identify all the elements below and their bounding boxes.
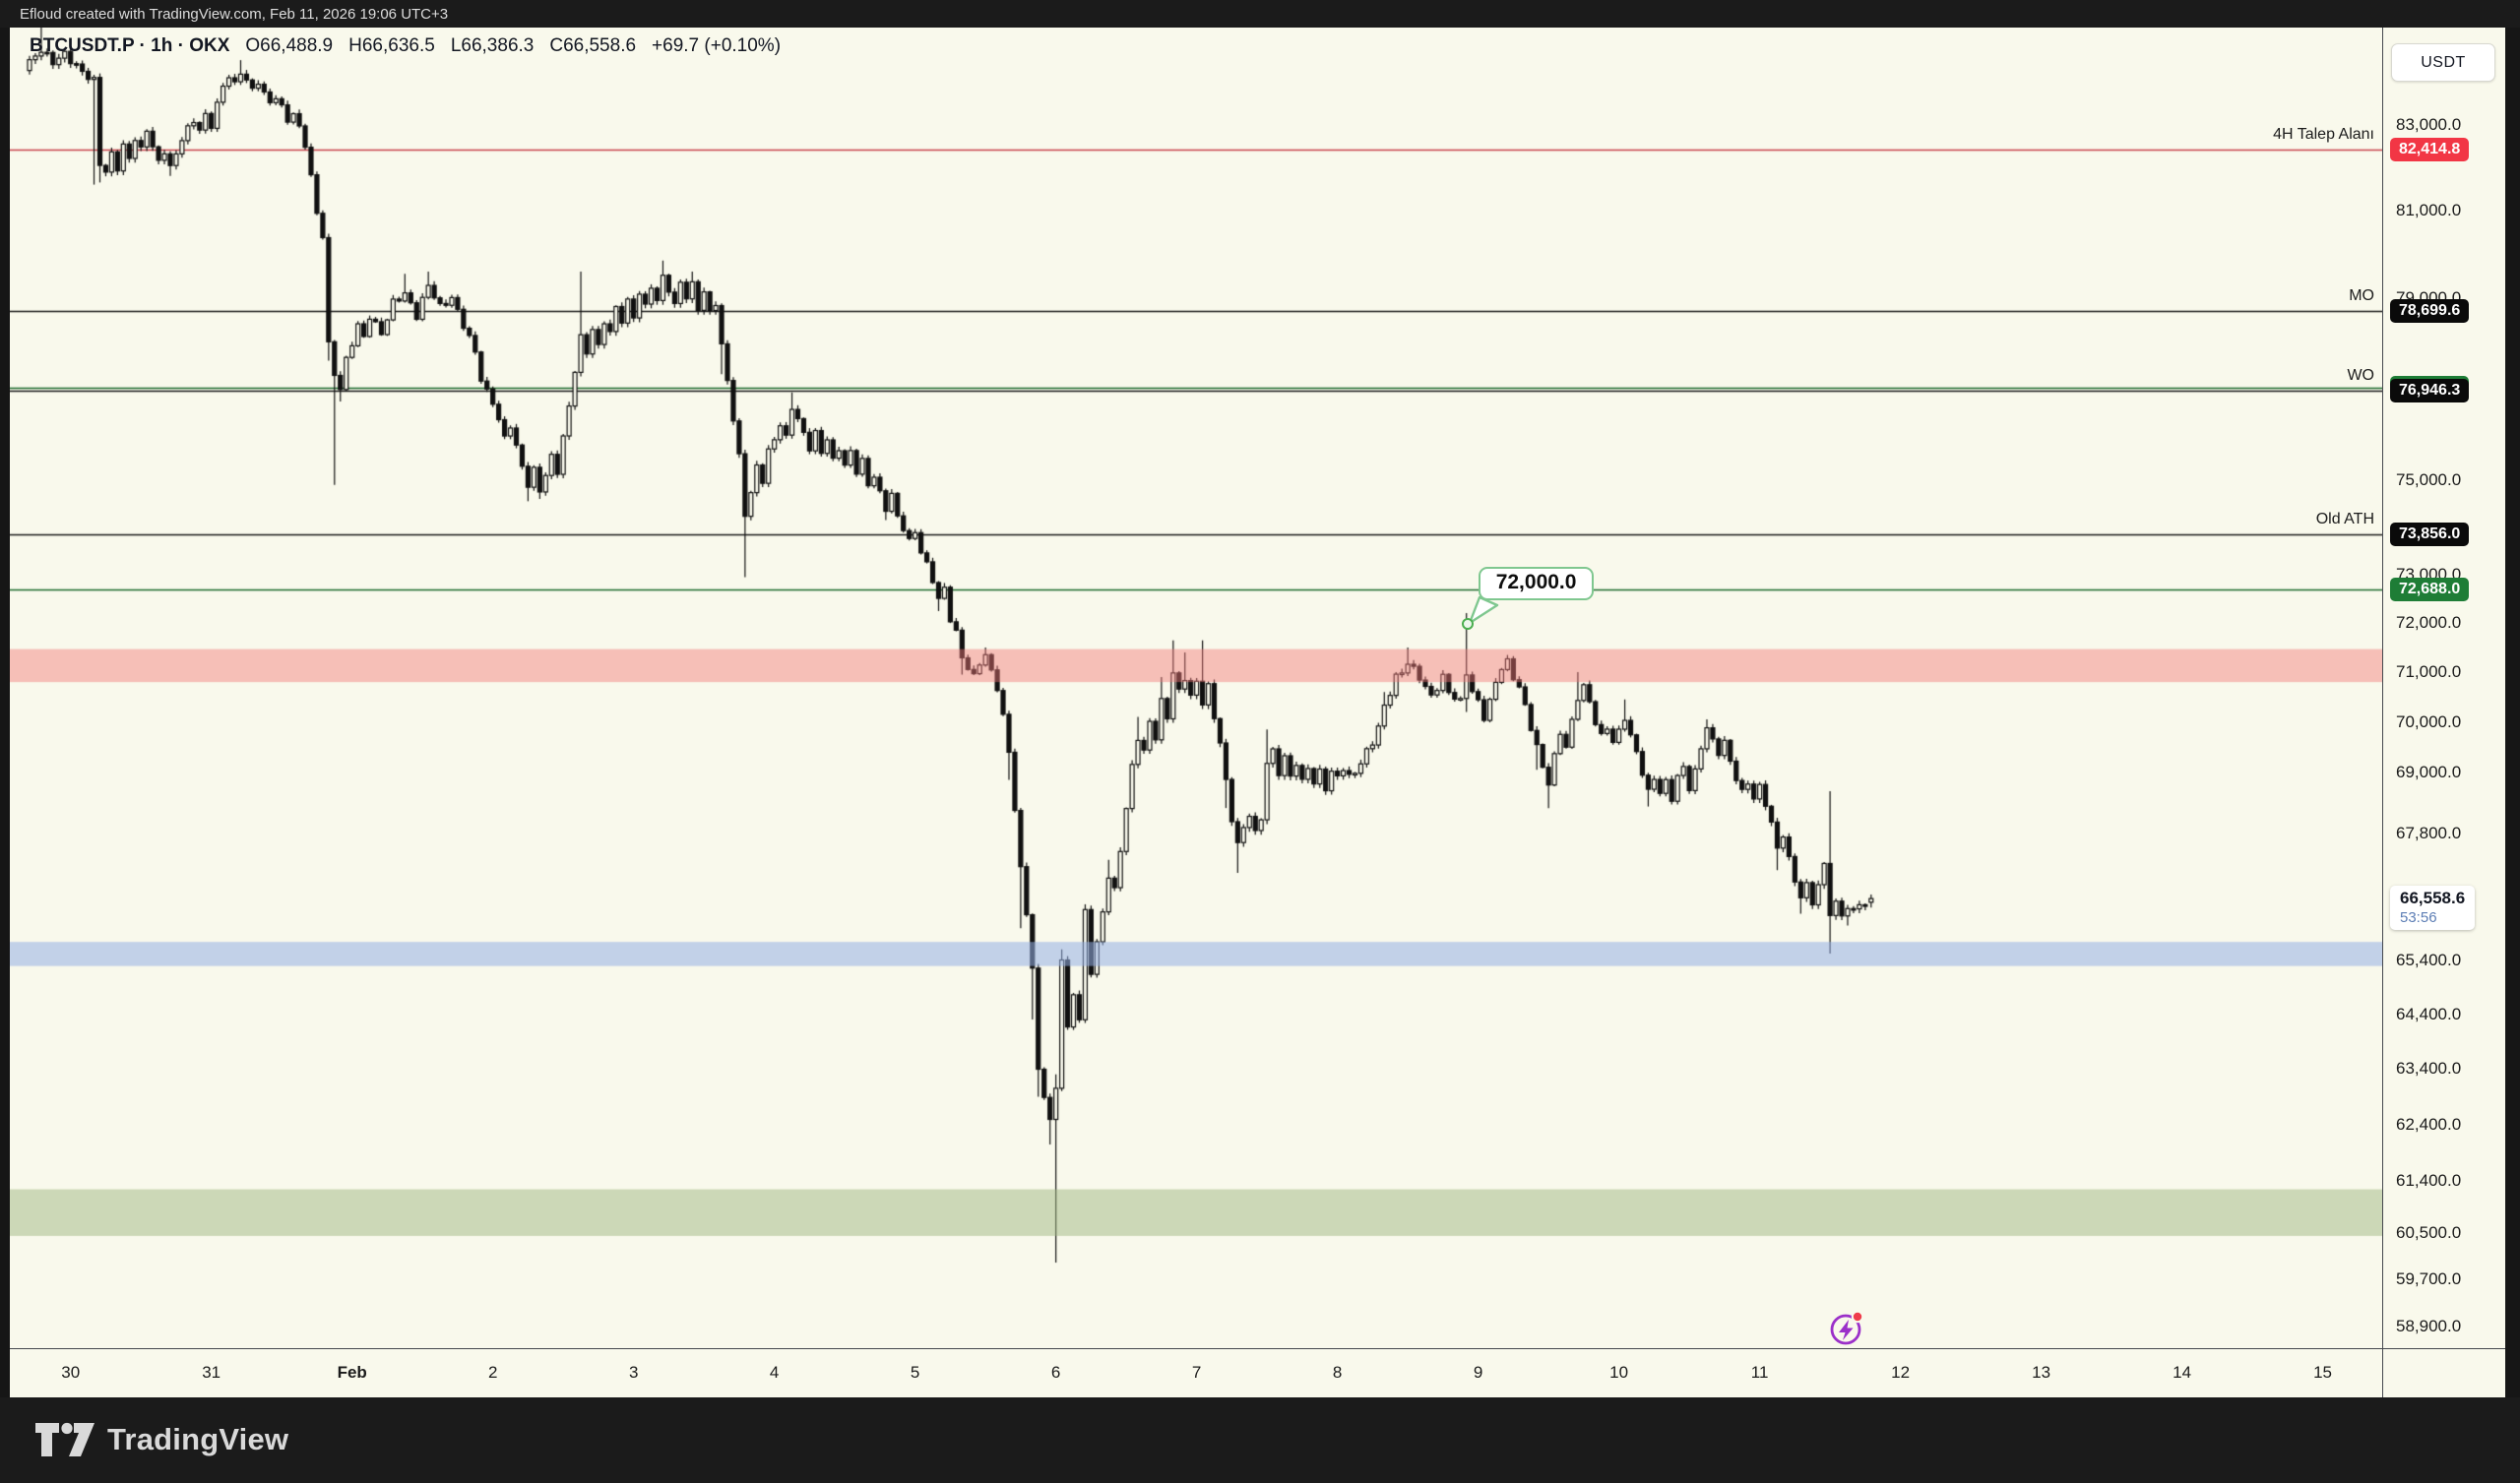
price-tick: 81,000.0 bbox=[2396, 200, 2462, 219]
time-tick: 10 bbox=[1609, 1363, 1629, 1382]
ohlc-open: O66,488.9 bbox=[245, 35, 334, 56]
bar-countdown: 53:56 bbox=[2400, 909, 2437, 927]
price-axis[interactable]: USDT 83,000.0 81,000.0 79,000.0 75,000.0 73,… bbox=[2382, 28, 2505, 1348]
level-label: MO bbox=[2349, 287, 2374, 305]
time-tick: Feb bbox=[337, 1363, 367, 1382]
level-label: WO bbox=[2347, 366, 2374, 384]
time-tick: 5 bbox=[910, 1363, 920, 1382]
currency-toggle-button[interactable]: USDT bbox=[2391, 43, 2495, 82]
time-tick: 8 bbox=[1332, 1363, 1343, 1382]
time-tick: 6 bbox=[1050, 1363, 1061, 1382]
price-level-badge: 82,414.8 bbox=[2390, 138, 2470, 162]
price-level-badge: 78,699.6 bbox=[2390, 299, 2470, 324]
level-label: Old ATH bbox=[2315, 510, 2374, 527]
time-tick: 31 bbox=[202, 1363, 221, 1382]
price-tick: 72,000.0 bbox=[2396, 613, 2462, 633]
bottom-bar: TradingView bbox=[0, 1397, 2520, 1483]
time-tick: 7 bbox=[1191, 1363, 1202, 1382]
attribution-text: Efloud created with TradingView.com, Feb… bbox=[20, 6, 449, 23]
currency-label: USDT bbox=[2421, 53, 2466, 71]
current-price: 66,558.6 bbox=[2400, 889, 2466, 908]
time-tick: 30 bbox=[61, 1363, 81, 1382]
time-tick: 13 bbox=[2032, 1363, 2051, 1382]
symbol-title[interactable]: BTCUSDT.P · 1h · OKX bbox=[30, 35, 230, 56]
price-tick: 65,400.0 bbox=[2396, 950, 2462, 969]
callout-anchor-dot bbox=[1461, 618, 1474, 631]
price-tick: 59,700.0 bbox=[2396, 1269, 2462, 1289]
lightning-event-icon[interactable] bbox=[1826, 1307, 1867, 1348]
current-price-badge: 66,558.6 53:56 bbox=[2390, 886, 2476, 931]
time-tick: 9 bbox=[1473, 1363, 1483, 1382]
candlestick-canvas[interactable] bbox=[10, 28, 2382, 1348]
callout-text: 72,000.0 bbox=[1478, 567, 1595, 601]
level-label: 4H Talep Alanı bbox=[2273, 126, 2374, 144]
price-tick: 83,000.0 bbox=[2396, 115, 2462, 134]
time-tick: 15 bbox=[2313, 1363, 2333, 1382]
price-level-badge: 72,688.0 bbox=[2390, 578, 2470, 602]
symbol-ohlc-row: BTCUSDT.P · 1h · OKX O66,488.9 H66,636.5… bbox=[30, 33, 781, 59]
time-tick: 2 bbox=[487, 1363, 498, 1382]
time-axis[interactable]: 30 31 Feb 2 3 4 5 6 7 8 9 10 11 12 13 14 15 bbox=[10, 1348, 2382, 1397]
chart-frame: BTCUSDT.P · 1h · OKX O66,488.9 H66,636.5… bbox=[10, 28, 2505, 1397]
change-readout: +69.7 (+0.10%) bbox=[652, 35, 782, 56]
price-level-badge: 76,946.3 bbox=[2390, 378, 2470, 402]
time-tick: 3 bbox=[628, 1363, 639, 1382]
tradingview-logo-text: TradingView bbox=[107, 1422, 289, 1456]
price-tick: 61,400.0 bbox=[2396, 1171, 2462, 1191]
time-tick: 14 bbox=[2173, 1363, 2192, 1382]
price-tick: 70,000.0 bbox=[2396, 711, 2462, 731]
price-level-badge: 73,856.0 bbox=[2390, 522, 2470, 546]
ohlc-low: L66,386.3 bbox=[450, 35, 535, 56]
attribution-bar: Efloud created with TradingView.com, Feb… bbox=[0, 0, 2520, 28]
axis-corner bbox=[2382, 1348, 2505, 1397]
price-tick: 67,800.0 bbox=[2396, 824, 2462, 843]
tradingview-logo-icon bbox=[35, 1422, 94, 1456]
time-tick: 12 bbox=[1891, 1363, 1911, 1382]
price-tick: 63,400.0 bbox=[2396, 1059, 2462, 1079]
tradingview-logo: TradingView bbox=[34, 1421, 288, 1458]
ohlc-close: C66,558.6 bbox=[549, 35, 637, 56]
price-tick: 75,000.0 bbox=[2396, 469, 2462, 489]
time-tick: 11 bbox=[1750, 1363, 1769, 1382]
price-tick: 60,500.0 bbox=[2396, 1222, 2462, 1242]
ohlc-high: H66,636.5 bbox=[348, 35, 435, 56]
time-tick: 4 bbox=[769, 1363, 780, 1382]
price-tick: 58,900.0 bbox=[2396, 1317, 2462, 1336]
price-tick: 62,400.0 bbox=[2396, 1114, 2462, 1134]
price-tick: 69,000.0 bbox=[2396, 762, 2462, 781]
price-tick: 71,000.0 bbox=[2396, 662, 2462, 682]
price-tick: 64,400.0 bbox=[2396, 1004, 2462, 1023]
